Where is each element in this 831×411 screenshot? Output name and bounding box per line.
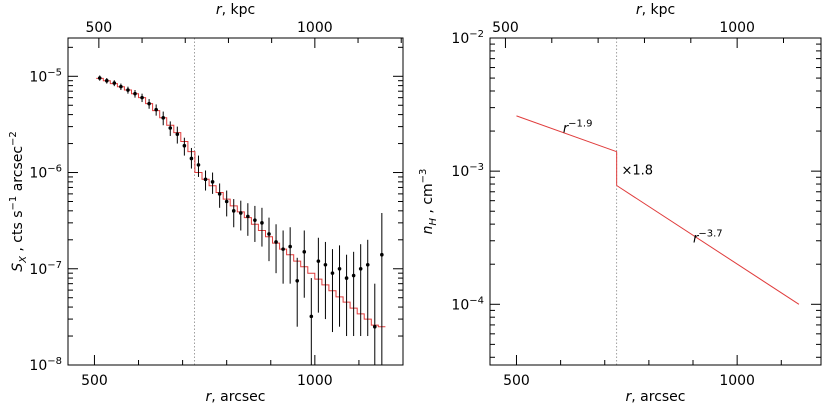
left-data-point: [112, 81, 117, 85]
left-data-point: [168, 126, 173, 130]
surface-brightness-panel: 10−8 10−7 10−6 10−5 500 1000 500 1000 r, arcsec r…: [8, 2, 404, 405]
left-data-point: [323, 262, 328, 267]
right-axis-labels: 10−4 10−3 10−2 500 1000 500 1000 r, arcsec r, kp…: [418, 2, 755, 405]
left-y-tick-label: 10−6: [29, 164, 62, 182]
right-outer-profile-line: [616, 185, 800, 305]
left-axis-labels: 10−8 10−7 10−6 10−5 500 1000 500 1000 r, arcsec r…: [8, 2, 333, 405]
left-data-point: [295, 278, 300, 283]
left-y-axis-label: SX , cts s−1 arcsec−2: [8, 131, 29, 272]
left-data-point: [365, 262, 370, 267]
left-data-point: [161, 116, 166, 120]
left-data-point: [358, 266, 363, 271]
right-axis-ticks: [490, 37, 821, 365]
left-x-axis-label: r, arcsec: [206, 389, 266, 405]
left-data-point: [154, 107, 158, 112]
right-annotation-0: r−1.9: [563, 119, 593, 137]
left-data-point: [316, 259, 321, 263]
right-annotation-2: r−3.7: [693, 229, 723, 247]
left-y-tick-label: 10−7: [29, 260, 62, 278]
left-data-point: [351, 273, 356, 278]
left-data-point: [246, 214, 250, 219]
left-data-point: [210, 180, 215, 184]
left-data-point: [344, 276, 349, 280]
right-annotation-1: ×1.8: [622, 164, 654, 179]
left-axis-ticks: [68, 38, 404, 366]
right-x-axis-label: r, arcsec: [626, 389, 686, 405]
right-y-tick-label: 10−2: [451, 29, 484, 47]
left-data-point: [175, 132, 180, 137]
left-data-point: [288, 244, 292, 249]
left-data-point: [274, 240, 278, 244]
left-data-point: [147, 101, 151, 106]
left-data-point: [104, 78, 109, 83]
left-data-point: [231, 209, 236, 213]
right-x2-tick-label: 500: [492, 20, 519, 36]
left-data-point: [238, 211, 243, 215]
right-x-tick-label: 500: [503, 373, 530, 389]
left-x-tick-label: 1000: [297, 373, 333, 389]
right-plot-frame: [489, 37, 822, 366]
right-x2-axis-label: r, kpc: [636, 2, 675, 18]
left-y-tick-label: 10−5: [29, 67, 62, 85]
left-data-point: [189, 156, 194, 161]
left-data-point: [133, 91, 137, 96]
right-inner-profile-line: [516, 115, 617, 153]
left-data-point: [281, 247, 285, 251]
right-y-axis-label: nH , cm−3: [418, 169, 439, 235]
left-data-point: [267, 232, 271, 236]
left-data-points: [97, 75, 384, 365]
left-x2-tick-label: 500: [85, 20, 112, 36]
right-annotations: r−1.9 ×1.8 r−3.7: [563, 119, 723, 247]
left-y-tick-label: 10−8: [29, 356, 62, 374]
left-data-point: [203, 177, 208, 182]
right-y-tick-label: 10−3: [451, 162, 484, 180]
left-data-point: [380, 252, 384, 257]
density-panel: 10−4 10−3 10−2 500 1000 500 1000 r, arcsec r, kp…: [418, 2, 822, 405]
left-data-point: [140, 95, 144, 100]
left-data-point: [224, 199, 229, 204]
left-data-point: [217, 192, 222, 196]
left-data-point: [182, 143, 187, 148]
left-data-point: [97, 76, 102, 80]
left-data-point: [302, 250, 307, 254]
left-x2-axis-label: r, kpc: [216, 2, 255, 18]
left-data-point: [119, 84, 123, 89]
left-data-point: [253, 218, 257, 222]
left-x-tick-label: 500: [81, 373, 108, 389]
left-data-point: [309, 314, 314, 319]
left-data-point: [196, 163, 201, 167]
left-x2-tick-label: 1000: [297, 20, 333, 36]
right-density-lines: [516, 115, 800, 305]
right-x2-tick-label: 1000: [719, 20, 755, 36]
left-data-point: [330, 271, 335, 275]
right-x-tick-label: 1000: [719, 373, 755, 389]
left-data-point: [337, 266, 342, 271]
left-data-point: [372, 324, 377, 329]
right-y-tick-label: 10−4: [451, 295, 484, 313]
left-data-point: [126, 88, 130, 92]
left-data-point: [260, 221, 264, 225]
